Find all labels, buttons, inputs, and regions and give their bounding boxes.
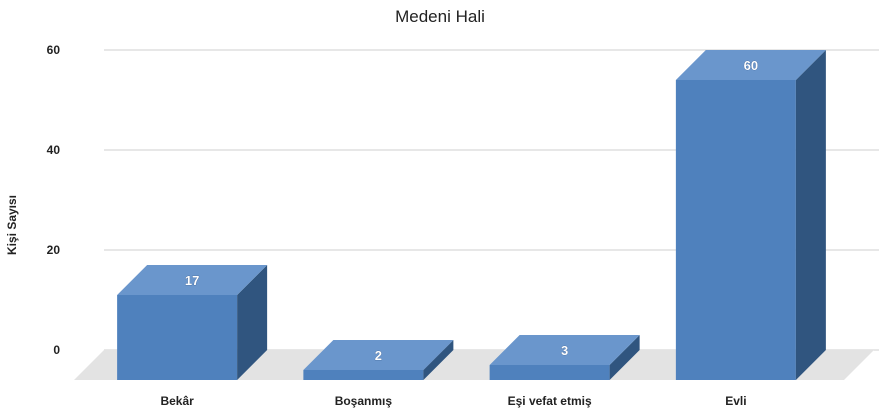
data-label: 17 [185,273,199,288]
bar-2: 2 [303,340,454,380]
y-tick-labels: 0 20 40 60 [47,43,61,357]
x-tick-label: Evli [725,394,746,408]
bar-side [237,265,268,380]
chart-title: Medeni Hali [395,7,485,26]
x-tick-label: Eşi vefat etmiş [508,394,592,408]
bar-top [303,340,454,370]
y-tick-label: 0 [53,343,60,357]
y-axis-label: Kişi Sayısı [5,195,19,255]
bar-3: 3 [489,335,640,380]
floor-plane [74,350,874,380]
y-tick-label: 40 [47,143,61,157]
bar-top [675,50,826,80]
x-tick-label: Boşanmış [335,394,393,408]
data-label: 60 [744,58,758,73]
bar-1: 17 [117,265,268,380]
bar-front [675,80,796,380]
bar-4: 60 [675,50,826,380]
x-tick-label: Bekâr [160,394,194,408]
bar-side [423,340,454,380]
y-tick-label: 20 [47,243,61,257]
x-tick-labels: Bekâr Boşanmış Eşi vefat etmiş Evli [160,394,746,408]
bars: 17 2 3 60 [117,50,826,380]
bar-side [795,50,826,380]
chart-floor [74,350,874,380]
bar-front [489,365,610,380]
bar-front [303,370,424,380]
bar-front [117,295,238,380]
data-label: 3 [561,343,568,358]
y-tick-label: 60 [47,43,61,57]
bar-top [489,335,640,365]
bar-top [117,265,268,295]
data-label: 2 [375,348,382,363]
bar-side [609,335,640,380]
